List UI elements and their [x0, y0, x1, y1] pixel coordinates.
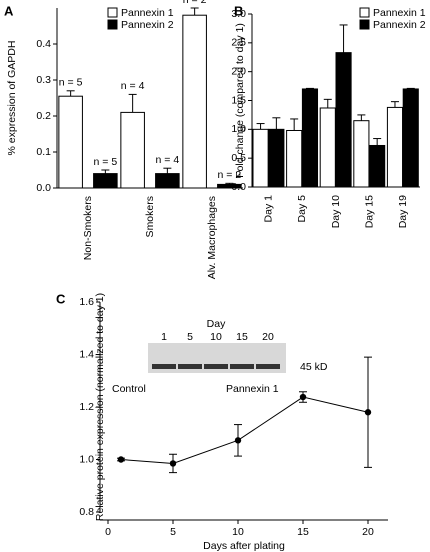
bar [182, 14, 207, 189]
point [117, 456, 125, 463]
bar [319, 107, 336, 188]
y-tick-label: 1.0 [231, 123, 246, 135]
inset-lane: 1 [161, 331, 167, 343]
x-tick-label: 15 [297, 526, 309, 538]
inset-lane: 5 [187, 331, 193, 343]
inset-lane: 10 [210, 331, 222, 343]
inset-band-label: 45 kD [300, 361, 328, 373]
x-tick-label: Day 5 [296, 195, 308, 223]
blot-band [204, 364, 228, 369]
x-tick-label: Non-Smokers [82, 196, 94, 260]
bar [93, 173, 118, 189]
y-axis-label: Fold change (compared to day 1) [234, 23, 246, 178]
x-tick-label: Day 15 [363, 195, 375, 228]
n-label: n = 4 [121, 80, 145, 92]
n-label: n = 5 [94, 156, 118, 168]
legend-swatch [359, 7, 370, 18]
y-tick-label: 1.6 [79, 296, 94, 308]
bar [286, 129, 303, 188]
bar [58, 95, 83, 189]
blot-band [178, 364, 202, 369]
y-tick-label: 3.0 [231, 8, 246, 20]
x-tick-label: Day 10 [330, 195, 342, 228]
x-tick-label: 10 [232, 526, 244, 538]
legend-label: Pannexin 1 [373, 7, 426, 19]
y-axis-label: % expression of GAPDH [6, 41, 18, 156]
y-tick-label: 0.8 [79, 506, 94, 518]
inset-title: Day [207, 318, 226, 330]
line [120, 396, 369, 464]
legend-label: Pannexin 2 [121, 19, 174, 31]
bar [155, 173, 180, 189]
y-tick-label: 2.5 [231, 37, 246, 49]
x-axis-label: Days after plating [203, 540, 285, 552]
y-tick-label: 1.4 [79, 348, 94, 360]
y-tick-label: 0.1 [36, 146, 51, 158]
legend-label: Pannexin 2 [373, 19, 426, 31]
y-axis-label: Relative protein expression (normalized … [94, 293, 106, 521]
y-tick-label: 0.0 [231, 181, 246, 193]
x-tick-label: 20 [362, 526, 374, 538]
legend-swatch [107, 7, 118, 18]
y-tick-label: 0.3 [36, 74, 51, 86]
legend-swatch [359, 19, 370, 30]
panel-letter: C [56, 291, 66, 306]
bar [353, 120, 370, 188]
x-tick-label: Alv. Macrophages [206, 196, 218, 279]
inset-right-label: Pannexin 1 [226, 383, 279, 395]
point [234, 437, 242, 444]
x-tick-label: 5 [170, 526, 176, 538]
y-tick-label: 0.2 [36, 110, 51, 122]
inset-lane: 15 [236, 331, 248, 343]
bar [268, 128, 285, 188]
panel-letter: B [234, 3, 243, 18]
legend-label: Pannexin 1 [121, 7, 174, 19]
blot-band [152, 364, 176, 369]
point [169, 460, 177, 467]
bar [369, 144, 386, 188]
y-tick-label: 0.4 [36, 38, 51, 50]
x-tick-label: Day 1 [263, 195, 275, 223]
x-tick-label: Day 19 [397, 195, 409, 228]
bar [252, 128, 269, 188]
bar [301, 88, 319, 188]
inset-lane: 20 [262, 331, 274, 343]
blot-band [256, 364, 280, 369]
blot-band [230, 364, 254, 369]
y-tick-label: 1.0 [79, 453, 94, 465]
y-tick-label: 1.2 [79, 401, 94, 413]
n-label: n = 5 [59, 77, 83, 89]
y-tick-label: 1.5 [231, 94, 246, 106]
x-tick-label: 0 [105, 526, 111, 538]
y-tick-label: 2.0 [231, 65, 246, 77]
n-label: n = 2 [183, 0, 207, 6]
bar [335, 52, 352, 188]
blot-bands [152, 364, 280, 369]
panel-letter: A [4, 3, 14, 18]
x-tick-label: Smokers [144, 196, 156, 237]
y-tick-label: 0.5 [231, 152, 246, 164]
n-label: n = 4 [156, 154, 180, 166]
y-tick-label: 0.0 [36, 182, 51, 194]
bar [120, 111, 145, 189]
legend-swatch [107, 19, 118, 30]
inset-left-label: Control [112, 383, 146, 395]
point [364, 409, 372, 416]
bar [386, 106, 404, 188]
point [299, 393, 307, 401]
bar [402, 88, 419, 188]
n-label: n = 2 [218, 169, 242, 181]
